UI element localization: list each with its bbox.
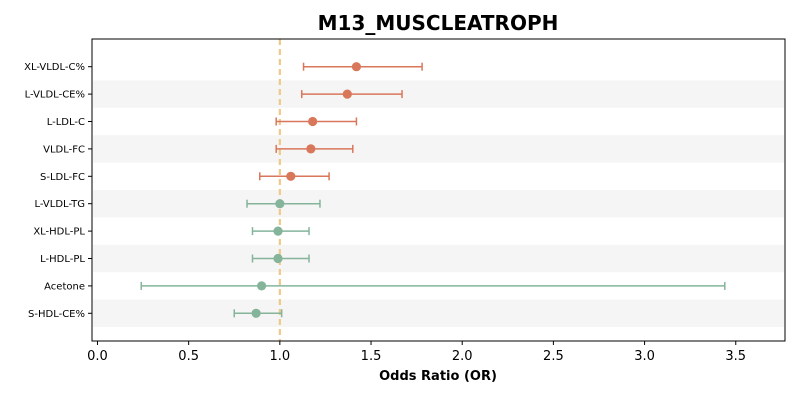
or-point xyxy=(257,281,267,291)
chart-title: M13_MUSCLEATROPH xyxy=(318,11,559,35)
or-point xyxy=(351,62,362,72)
y-tick-label: XL-VLDL-C% xyxy=(24,62,85,73)
row-band xyxy=(93,299,784,327)
plot-frame xyxy=(91,38,786,342)
or-point xyxy=(306,144,316,154)
y-tick-label: S-HDL-CE% xyxy=(28,309,85,320)
or-point xyxy=(275,199,285,209)
row-band xyxy=(93,244,784,273)
row-band xyxy=(93,80,784,108)
x-tick-label: 2.0 xyxy=(452,349,473,364)
or-point xyxy=(308,116,318,127)
row-bands xyxy=(93,80,784,327)
y-tick-label: L-HDL-PL xyxy=(40,254,85,265)
y-tick-label: VLDL-FC xyxy=(43,144,85,155)
data-points xyxy=(251,62,362,318)
x-tick-label: 1.5 xyxy=(361,349,382,364)
or-point xyxy=(273,253,283,264)
y-tick-label: S-LDL-FC xyxy=(40,172,85,183)
or-point xyxy=(342,89,352,99)
row-band xyxy=(93,135,784,163)
x-axis-ticks: 0.0 0.5 1.0 1.5 2.0 2.5 3.0 3.5 xyxy=(87,341,746,364)
x-axis-label: Odds Ratio (OR) xyxy=(379,369,497,384)
x-tick-label: 2.5 xyxy=(543,349,564,364)
y-tick-label: Acetone xyxy=(44,281,85,292)
x-tick-label: 3.0 xyxy=(634,349,655,364)
or-point xyxy=(286,171,296,181)
x-tick-label: 0.5 xyxy=(178,349,199,364)
y-axis-ticks: XL-VLDL-C% L-VLDL-CE% L-LDL-C VLDL-FC S-LDL-… xyxy=(24,62,92,320)
y-tick-label: L-VLDL-TG xyxy=(35,199,85,210)
y-tick-label: XL-HDL-PL xyxy=(33,227,85,238)
or-point xyxy=(273,226,283,236)
or-point xyxy=(251,308,261,318)
row-band xyxy=(93,190,784,218)
x-tick-label: 0.0 xyxy=(87,349,108,364)
y-tick-label: L-VLDL-CE% xyxy=(25,90,85,101)
x-tick-label: 1.0 xyxy=(269,349,290,364)
x-tick-label: 3.5 xyxy=(725,349,746,364)
y-tick-label: L-LDL-C xyxy=(47,117,85,128)
